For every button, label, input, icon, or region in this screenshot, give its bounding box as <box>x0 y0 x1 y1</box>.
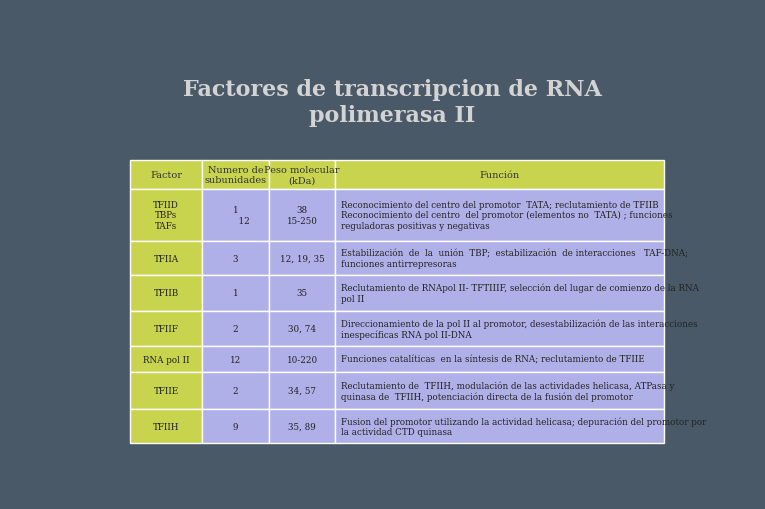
Text: 12, 19, 35: 12, 19, 35 <box>280 254 324 263</box>
Text: 3: 3 <box>233 254 238 263</box>
Text: Fusion del promotor utilizando la actividad helicasa; depuración del promotor po: Fusion del promotor utilizando la activi… <box>341 416 707 436</box>
FancyBboxPatch shape <box>269 311 335 347</box>
FancyBboxPatch shape <box>269 409 335 443</box>
FancyBboxPatch shape <box>269 161 335 189</box>
FancyBboxPatch shape <box>269 372 335 409</box>
Text: Función: Función <box>480 171 519 180</box>
Text: TFIIB: TFIIB <box>154 289 179 298</box>
Text: TFIIH: TFIIH <box>153 422 179 431</box>
Text: 12: 12 <box>230 355 241 364</box>
Text: 35, 89: 35, 89 <box>288 422 316 431</box>
Text: Peso molecular
(kDa): Peso molecular (kDa) <box>265 165 340 185</box>
Text: Estabilización  de  la  unión  TBP;  estabilización  de interacciones   TAF-DNA;: Estabilización de la unión TBP; estabili… <box>341 249 688 268</box>
Text: 9: 9 <box>233 422 238 431</box>
FancyBboxPatch shape <box>335 275 663 311</box>
FancyBboxPatch shape <box>130 242 202 275</box>
FancyBboxPatch shape <box>269 347 335 372</box>
Text: Factor: Factor <box>150 171 182 180</box>
FancyBboxPatch shape <box>269 189 335 242</box>
FancyBboxPatch shape <box>335 311 663 347</box>
FancyBboxPatch shape <box>130 275 202 311</box>
FancyBboxPatch shape <box>130 189 202 242</box>
Text: 1: 1 <box>233 289 238 298</box>
FancyBboxPatch shape <box>130 372 202 409</box>
FancyBboxPatch shape <box>130 161 202 189</box>
FancyBboxPatch shape <box>335 347 663 372</box>
Text: 2: 2 <box>233 324 238 333</box>
FancyBboxPatch shape <box>335 409 663 443</box>
Text: RNA pol II: RNA pol II <box>143 355 190 364</box>
FancyBboxPatch shape <box>202 161 269 189</box>
Text: 1
      12: 1 12 <box>222 206 249 225</box>
FancyBboxPatch shape <box>335 242 663 275</box>
Text: 30, 74: 30, 74 <box>288 324 316 333</box>
FancyBboxPatch shape <box>335 189 663 242</box>
FancyBboxPatch shape <box>202 409 269 443</box>
Text: Funciones catalíticas  en la síntesis de RNA; reclutamiento de TFIIE: Funciones catalíticas en la síntesis de … <box>341 355 645 364</box>
FancyBboxPatch shape <box>202 275 269 311</box>
FancyBboxPatch shape <box>269 242 335 275</box>
FancyBboxPatch shape <box>130 311 202 347</box>
Text: TFIID
TBPs
TAFs: TFIID TBPs TAFs <box>153 201 179 231</box>
Text: Factores de transcripcion de RNA
polimerasa II: Factores de transcripcion de RNA polimer… <box>183 79 601 127</box>
Text: 38
15-250: 38 15-250 <box>287 206 317 225</box>
FancyBboxPatch shape <box>269 275 335 311</box>
FancyBboxPatch shape <box>202 311 269 347</box>
Text: 34, 57: 34, 57 <box>288 386 316 395</box>
FancyBboxPatch shape <box>202 347 269 372</box>
Text: Reclutamiento de RNApol II- TFTIIIF, selección del lugar de comienzo de la RNA
p: Reclutamiento de RNApol II- TFTIIIF, sel… <box>341 284 699 303</box>
Text: Reconocimiento del centro del promotor  TATA; reclutamiento de TFIIB
Reconocimie: Reconocimiento del centro del promotor T… <box>341 201 673 231</box>
FancyBboxPatch shape <box>202 189 269 242</box>
Text: TFIIF: TFIIF <box>154 324 178 333</box>
Text: 10-220: 10-220 <box>287 355 317 364</box>
FancyBboxPatch shape <box>130 347 202 372</box>
FancyBboxPatch shape <box>202 372 269 409</box>
FancyBboxPatch shape <box>335 161 663 189</box>
FancyBboxPatch shape <box>130 409 202 443</box>
Text: TFIIA: TFIIA <box>154 254 179 263</box>
FancyBboxPatch shape <box>202 242 269 275</box>
Text: 2: 2 <box>233 386 238 395</box>
Text: 35: 35 <box>297 289 308 298</box>
FancyBboxPatch shape <box>335 372 663 409</box>
Text: TFIIE: TFIIE <box>154 386 179 395</box>
Text: Direccionamiento de la pol II al promotor, desestabilización de las interaccione: Direccionamiento de la pol II al promoto… <box>341 319 698 339</box>
Text: Numero de
subunidades: Numero de subunidades <box>204 165 266 185</box>
Text: Reclutamiento de  TFIIH, modulación de las actividades helicasa, ATPasa y
quinas: Reclutamiento de TFIIH, modulación de la… <box>341 381 675 401</box>
